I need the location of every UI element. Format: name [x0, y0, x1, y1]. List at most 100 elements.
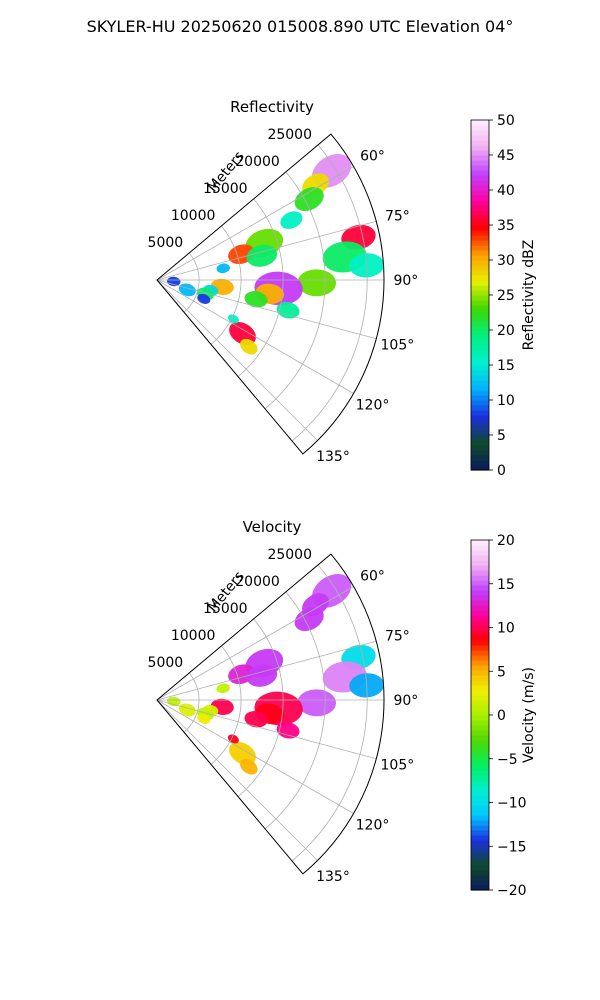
colorbar-segment: [471, 645, 489, 651]
colorbar-tick-label: 25: [497, 288, 515, 304]
colorbar-segment: [471, 325, 489, 331]
colorbar-segment: [471, 745, 489, 751]
colorbar-segment: [471, 420, 489, 426]
colorbar-segment: [471, 165, 489, 171]
azimuth-gridline: [156, 166, 354, 281]
azimuth-gridline: [156, 699, 377, 760]
colorbar-segment: [471, 200, 489, 206]
colorbar-segment: [471, 785, 489, 791]
echo-cell: [276, 721, 300, 739]
echo-cell: [229, 321, 256, 345]
colorbar-segment: [471, 630, 489, 636]
sector-frame: [156, 553, 385, 875]
colorbar-tick-label: 30: [497, 253, 515, 269]
colorbar-segment: [471, 385, 489, 391]
azimuth-gridline: [156, 279, 354, 394]
range-ring: [210, 645, 242, 765]
colorbar-segment: [471, 655, 489, 661]
colorbar-segment: [471, 760, 489, 766]
colorbar-segment: [471, 190, 489, 196]
colorbar-segment: [471, 430, 489, 436]
azimuth-tick-label: 60°: [360, 569, 385, 585]
colorbar-segment: [471, 850, 489, 856]
colorbar-segment: [471, 600, 489, 606]
colorbar-segment: [471, 650, 489, 656]
colorbar-segment: [471, 225, 489, 231]
colorbar-segment: [471, 300, 489, 306]
panel-title: Reflectivity: [230, 98, 314, 116]
colorbar-segment: [471, 130, 489, 136]
colorbar-segment: [471, 780, 489, 786]
colorbar-segment: [471, 560, 489, 566]
azimuth-tick-label: 135°: [316, 869, 350, 885]
radar-panels: Reflectivity500010000150002000025000Mete…: [148, 98, 537, 899]
colorbar-segment: [471, 635, 489, 641]
colorbar-segment: [471, 295, 489, 301]
colorbar-segment: [471, 595, 489, 601]
azimuth-tick-label: 75°: [385, 209, 410, 225]
colorbar-segment: [471, 340, 489, 346]
azimuth-tick-label: 90°: [393, 693, 418, 709]
colorbar-segment: [471, 305, 489, 311]
colorbar-segment: [471, 700, 489, 706]
colorbar-segment: [471, 815, 489, 821]
echo-cell: [240, 758, 258, 775]
radial-tick-label: 5000: [148, 235, 184, 251]
echo-cell: [297, 269, 337, 297]
colorbar-segment: [471, 720, 489, 726]
colorbar-tick-label: 15: [497, 358, 515, 374]
colorbar-segment: [471, 855, 489, 861]
colorbar-label: Velocity (m/s): [521, 667, 537, 763]
echo-cell: [244, 711, 268, 728]
azimuth-tick-label: 105°: [381, 337, 415, 353]
radial-tick-label: 10000: [171, 628, 216, 644]
echo-cell: [297, 689, 337, 717]
colorbar-segment: [471, 170, 489, 176]
colorbar-segment: [471, 310, 489, 316]
colorbar-tick-label: 50: [497, 113, 515, 129]
figure-suptitle: SKYLER-HU 20250620 015008.890 UTC Elevat…: [87, 17, 514, 36]
azimuth-gridline: [156, 586, 354, 701]
colorbar-segment: [471, 750, 489, 756]
colorbar-segment: [471, 835, 489, 841]
colorbar-segment: [471, 320, 489, 326]
azimuth-tick-label: 105°: [381, 757, 415, 773]
azimuth-gridline: [156, 279, 377, 340]
range-ring: [237, 198, 284, 377]
colorbar-segment: [471, 350, 489, 356]
colorbar-segment: [471, 230, 489, 236]
colorbar-segment: [471, 880, 489, 886]
colorbar-segment: [471, 775, 489, 781]
echo-cell: [240, 338, 258, 355]
colorbar-segment: [471, 365, 489, 371]
colorbar-segment: [471, 145, 489, 151]
colorbar-segment: [471, 150, 489, 156]
colorbar-segment: [471, 255, 489, 261]
colorbar-segment: [471, 545, 489, 551]
colorbar-segment: [471, 125, 489, 131]
colorbar-segment: [471, 865, 489, 871]
colorbar-segment: [471, 695, 489, 701]
colorbar-segment: [471, 620, 489, 626]
colorbar-segment: [471, 565, 489, 571]
colorbar-tick-label: 20: [497, 323, 515, 339]
colorbar-segment: [471, 205, 489, 211]
colorbar-segment: [471, 675, 489, 681]
colorbar-segment: [471, 615, 489, 621]
colorbar-segment: [471, 715, 489, 721]
colorbar-segment: [471, 185, 489, 191]
colorbar-segment: [471, 680, 489, 686]
azimuth-gridline: [156, 699, 354, 814]
colorbar-segment: [471, 845, 489, 851]
colorbar-segment: [471, 175, 489, 181]
colorbar-segment: [471, 275, 489, 281]
colorbar-segment: [471, 330, 489, 336]
colorbar-segment: [471, 155, 489, 161]
echo-cell: [294, 187, 324, 212]
colorbar-segment: [471, 875, 489, 881]
azimuth-gridline: [156, 640, 377, 701]
colorbar-segment: [471, 270, 489, 276]
echo-layer: [166, 153, 384, 355]
echo-cell: [166, 696, 181, 707]
